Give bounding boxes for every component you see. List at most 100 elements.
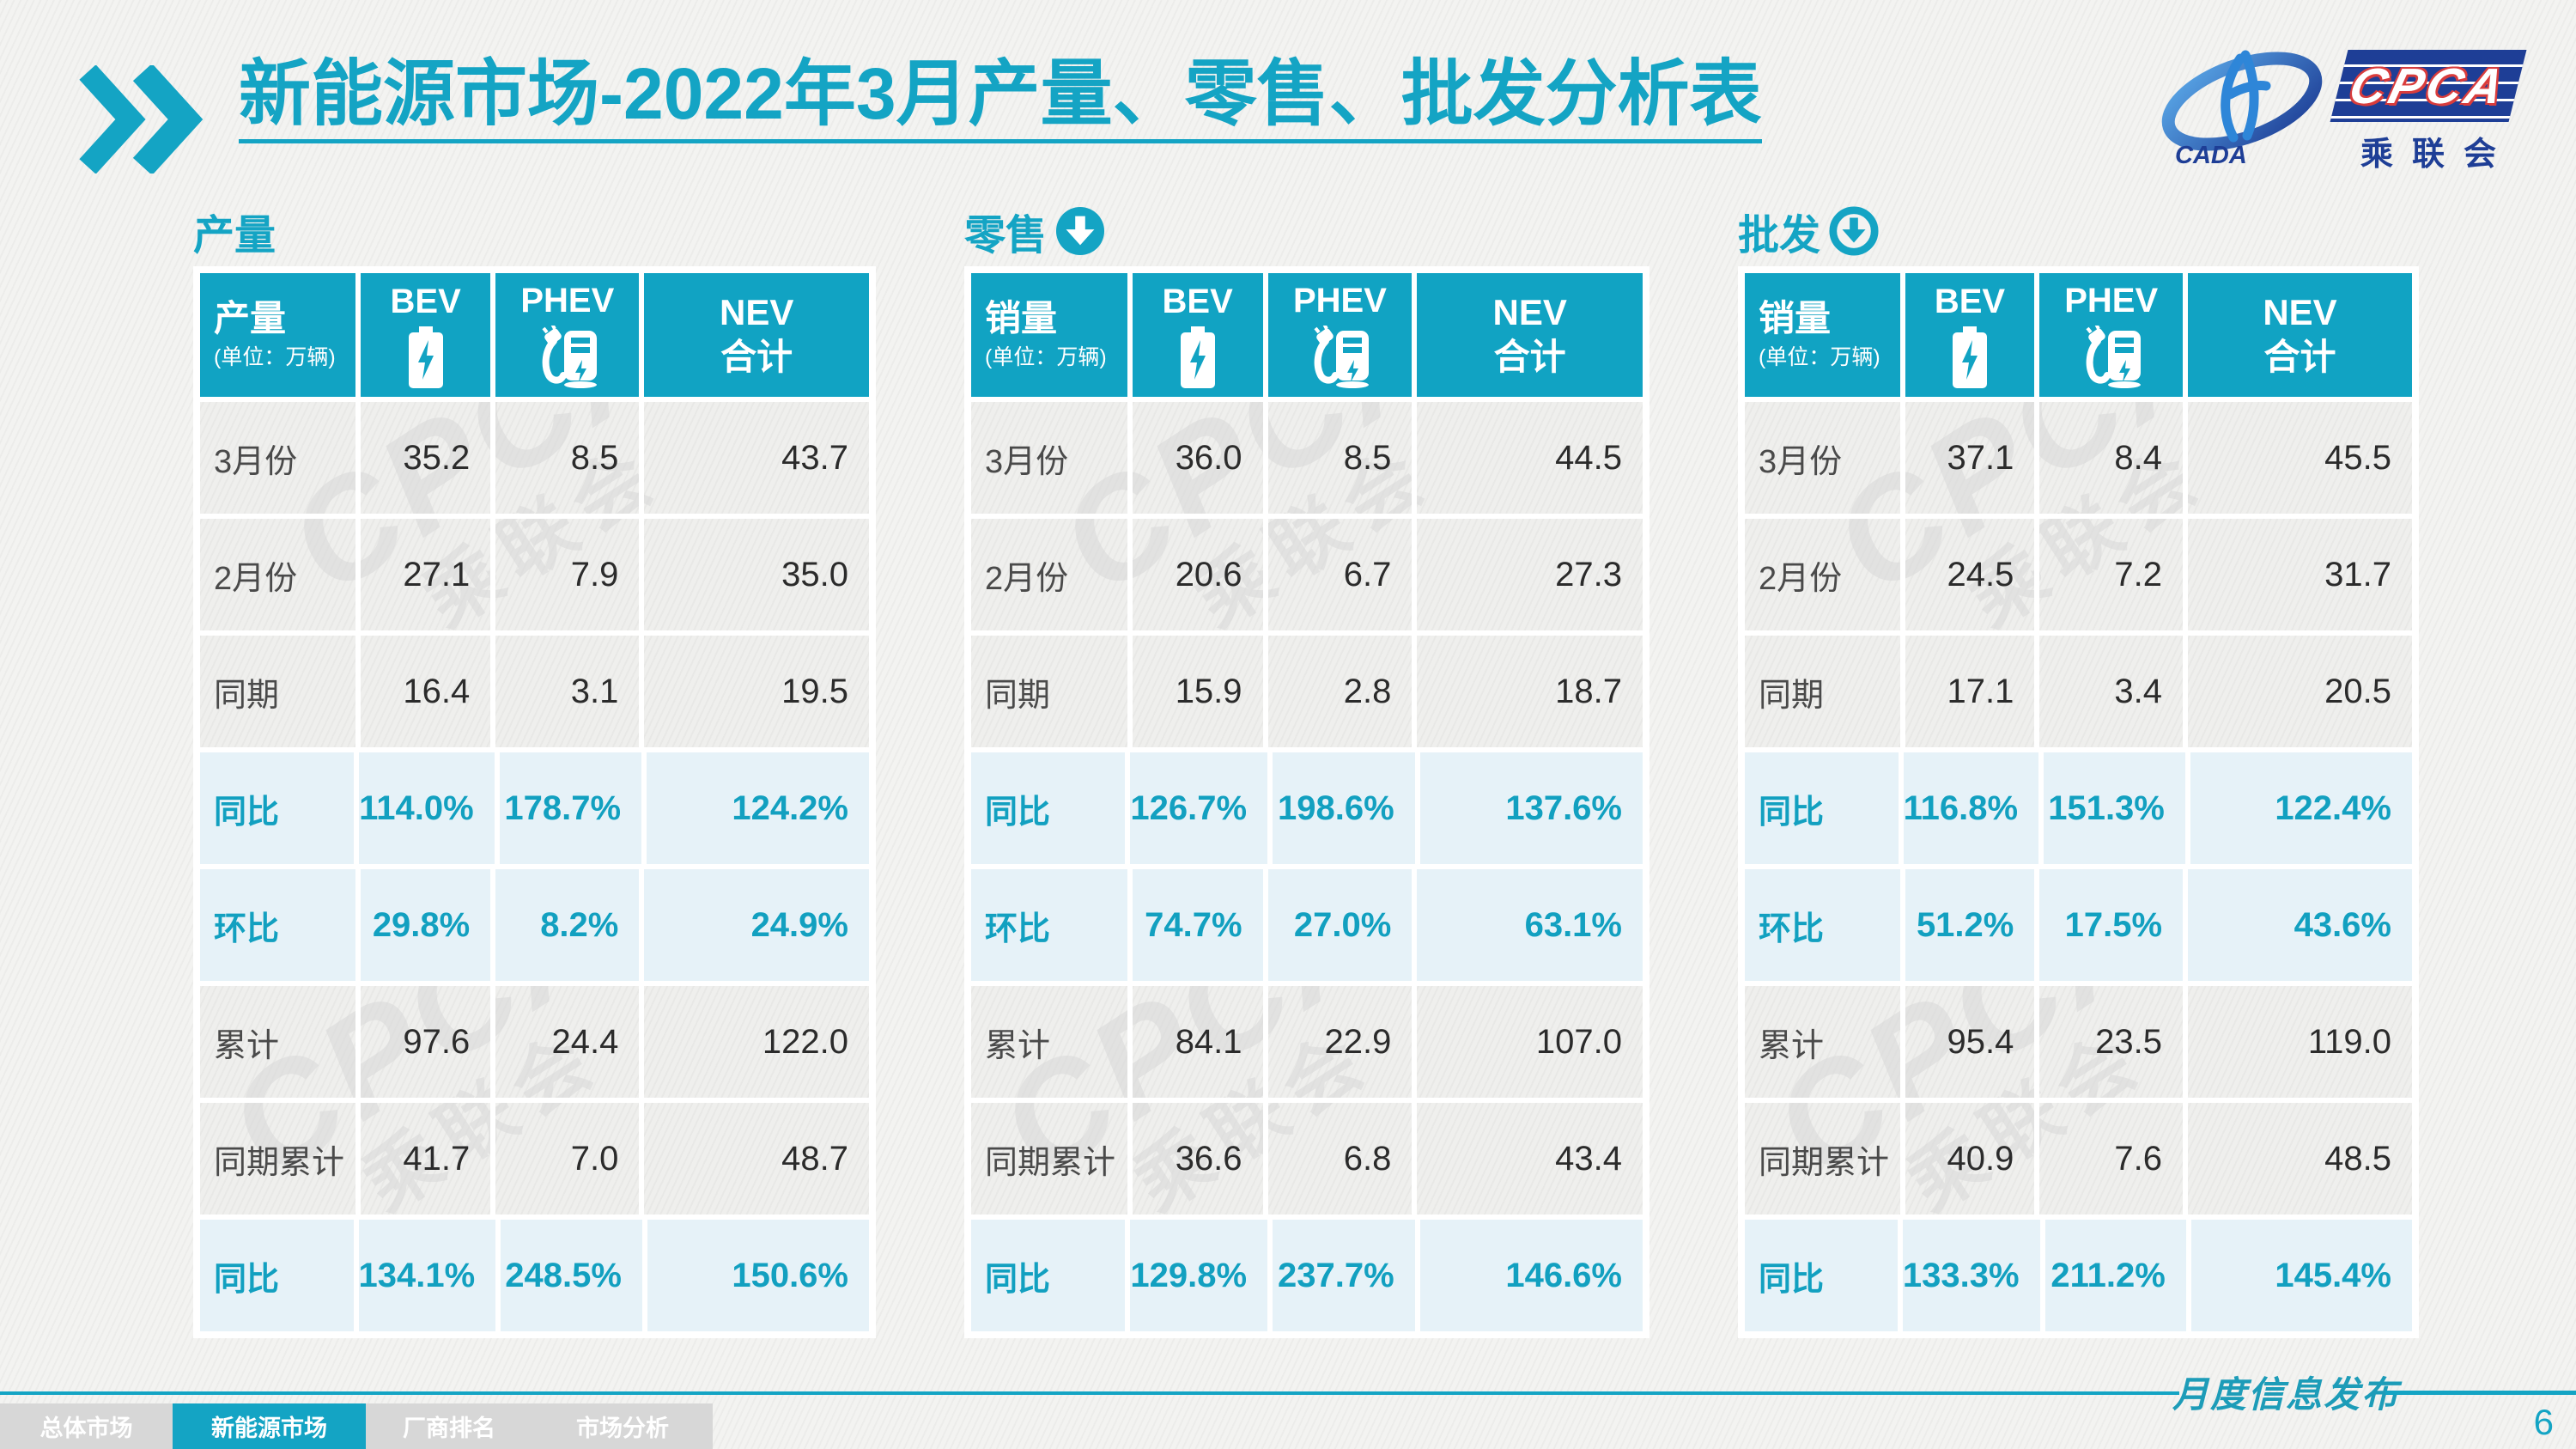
- tab-nev-market[interactable]: 新能源市场: [173, 1403, 366, 1449]
- table-row: 同比 129.8% 237.7% 146.6%: [969, 1217, 1645, 1334]
- row-value: 126.7%: [1127, 750, 1271, 867]
- monthly-release-stamp: 月度信息发布: [2172, 1375, 2400, 1416]
- table-row: 2月份 24.5 7.2 31.7: [1742, 516, 2415, 633]
- charger-icon: [2086, 325, 2141, 388]
- title-row: 新能源市场-2022年3月产量、零售、批发分析表: [76, 53, 1762, 174]
- header-phev-cell: PHEV: [493, 271, 642, 399]
- table-row: 同期 17.1 3.4 20.5: [1742, 633, 2415, 750]
- row-value: 122.0: [641, 983, 872, 1100]
- battery-icon: [408, 326, 443, 388]
- cada-mark-icon: CADA: [2161, 50, 2323, 168]
- row-value: 114.0%: [356, 750, 497, 867]
- table-row: 累计 97.6 24.4 122.0: [197, 983, 872, 1100]
- row-label: 2月份: [1742, 516, 1903, 633]
- down-arrow-ring-icon: [1829, 206, 1879, 256]
- row-value: 237.7%: [1270, 1217, 1418, 1334]
- row-value: 122.4%: [2187, 750, 2415, 867]
- row-value: 129.8%: [1127, 1217, 1271, 1334]
- row-value: 45.5: [2185, 399, 2415, 516]
- row-value: 248.5%: [498, 1217, 645, 1334]
- table-body: 3月份 36.0 8.5 44.5 2月份 20.6 6.7 27.3 同期 15.9 2.8 18.…: [969, 399, 1645, 1334]
- association-name: 乘联会: [2360, 137, 2515, 173]
- row-value: 133.3%: [1899, 1217, 2043, 1334]
- tab-overall-market[interactable]: 总体市场: [39, 1416, 133, 1441]
- row-label: 同期累计: [969, 1100, 1130, 1217]
- table-row: 累计 84.1 22.9 107.0: [969, 983, 1645, 1100]
- table-row: 同比 116.8% 151.3% 122.4%: [1742, 750, 2415, 867]
- header-nev-cell: NEV 合计: [1414, 271, 1645, 399]
- table-row: 同期累计 41.7 7.0 48.7: [197, 1100, 872, 1217]
- row-value: 18.7: [1414, 633, 1645, 750]
- row-value: 137.6%: [1417, 750, 1645, 867]
- header-phev-cell: PHEV: [2037, 271, 2186, 399]
- row-label: 同比: [969, 750, 1128, 867]
- bottom-nav: 总体市场 新能源市场 厂商排名 市场分析: [0, 1403, 713, 1449]
- row-value: 116.8%: [1900, 750, 2042, 867]
- table-row: 同期累计 40.9 7.6 48.5: [1742, 1100, 2415, 1217]
- row-value: 29.8%: [358, 867, 494, 983]
- header-bev-cell: BEV: [358, 271, 494, 399]
- tab-market-analysis[interactable]: 市场分析: [576, 1416, 669, 1441]
- row-value: 7.0: [493, 1100, 642, 1217]
- row-value: 48.7: [641, 1100, 872, 1217]
- row-label: 3月份: [1742, 399, 1903, 516]
- row-value: 97.6: [358, 983, 494, 1100]
- table-row: 环比 74.7% 27.0% 63.1%: [969, 867, 1645, 983]
- header-bev-cell: BEV: [1902, 271, 2038, 399]
- row-label: 同期: [969, 633, 1130, 750]
- table-header-row: 销量 (单位：万辆) BEV PHEV: [969, 271, 1645, 399]
- tab-oem-ranking[interactable]: 厂商排名: [403, 1416, 495, 1441]
- row-label: 同比: [1742, 1217, 1900, 1334]
- header-nev-cell: NEV 合计: [2185, 271, 2415, 399]
- header-measure-cell: 销量 (单位：万辆): [969, 271, 1130, 399]
- page-number: 6: [2533, 1402, 2554, 1442]
- table-row: 同期 15.9 2.8 18.7: [969, 633, 1645, 750]
- table-row: 同期 16.4 3.1 19.5: [197, 633, 872, 750]
- table-row: 同比 114.0% 178.7% 124.2%: [197, 750, 872, 867]
- row-value: 8.5: [1265, 399, 1415, 516]
- row-value: 27.3: [1414, 516, 1645, 633]
- charger-icon: [542, 325, 597, 388]
- row-value: 7.6: [2037, 1100, 2186, 1217]
- table-row: 同比 126.7% 198.6% 137.6%: [969, 750, 1645, 867]
- row-value: 31.7: [2185, 516, 2415, 633]
- production-section-title: 产量: [193, 204, 876, 259]
- table-row: 3月份 35.2 8.5 43.7: [197, 399, 872, 516]
- table-row: 累计 95.4 23.5 119.0: [1742, 983, 2415, 1100]
- row-value: 134.1%: [355, 1217, 499, 1334]
- row-label: 同期: [1742, 633, 1903, 750]
- row-value: 51.2%: [1902, 867, 2038, 983]
- row-label: 同比: [1742, 750, 1901, 867]
- row-value: 24.4: [493, 983, 642, 1100]
- battery-icon: [1180, 326, 1215, 388]
- row-value: 20.6: [1129, 516, 1266, 633]
- row-label: 3月份: [197, 399, 359, 516]
- retail-table: CPCA 乘联会 CPCA 乘联会 销量 (单位：万辆) BEV: [964, 260, 1649, 1338]
- row-value: 40.9: [1902, 1100, 2038, 1217]
- double-chevron-icon: [79, 65, 204, 174]
- row-value: 27.0%: [1265, 867, 1415, 983]
- row-value: 43.4: [1414, 1100, 1645, 1217]
- row-value: 19.5: [641, 633, 872, 750]
- cada-text: CADA: [2175, 142, 2247, 168]
- footer-rule-right: [2385, 1391, 2576, 1395]
- table-row: 2月份 27.1 7.9 35.0: [197, 516, 872, 633]
- section-title-text: 零售: [964, 213, 1048, 259]
- row-value: 36.6: [1129, 1100, 1266, 1217]
- table-row: 同比 134.1% 248.5% 150.6%: [197, 1217, 872, 1334]
- retail-section: 零售 CPCA 乘联会 CPCA 乘联会 销量 (单: [964, 204, 1649, 1338]
- row-value: 35.2: [358, 399, 494, 516]
- table-row: 环比 29.8% 8.2% 24.9%: [197, 867, 872, 983]
- production-section: 产量 CPCA 乘联会 CPCA 乘联会 产量 (单位：万辆): [193, 204, 876, 1338]
- row-value: 3.4: [2037, 633, 2186, 750]
- row-label: 累计: [969, 983, 1130, 1100]
- header-phev-cell: PHEV: [1265, 271, 1415, 399]
- row-value: 27.1: [358, 516, 494, 633]
- charger-icon: [1314, 325, 1370, 388]
- header-nev-cell: NEV 合计: [641, 271, 872, 399]
- header-bev-cell: BEV: [1129, 271, 1266, 399]
- table-row: 3月份 36.0 8.5 44.5: [969, 399, 1645, 516]
- table-header-row: 销量 (单位：万辆) BEV PHEV: [1742, 271, 2415, 399]
- row-label: 环比: [197, 867, 359, 983]
